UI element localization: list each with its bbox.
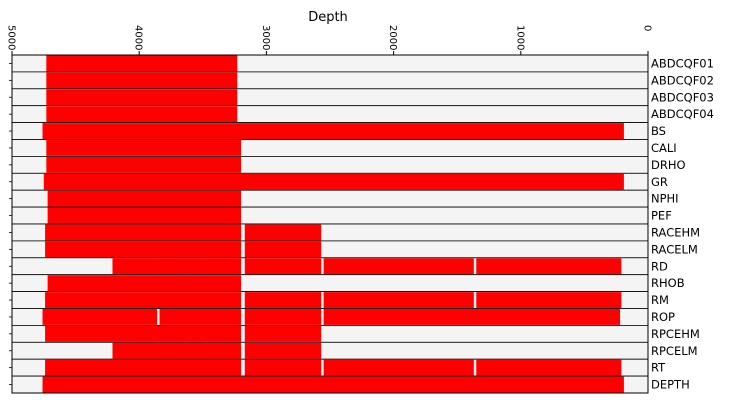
row-label: PEF: [651, 209, 672, 223]
coverage-segment: [323, 292, 474, 308]
x-tick-label: 1000: [514, 25, 525, 50]
row-label: BS: [651, 124, 666, 138]
coverage-segment: [113, 258, 130, 275]
coverage-segment: [186, 258, 206, 275]
row-gr: [9, 172, 649, 191]
row-label: ABDCQF03: [651, 90, 714, 104]
rows-layer: [9, 54, 649, 394]
coverage-segment: [131, 258, 158, 275]
row-label: RM: [651, 293, 669, 307]
coverage-segment: [46, 89, 238, 106]
coverage-segment: [476, 359, 622, 376]
row-label: ABDCQF02: [651, 73, 714, 87]
coverage-segment: [45, 241, 242, 258]
coverage-segment: [45, 224, 242, 241]
row-label: DRHO: [651, 158, 686, 172]
coverage-segment: [45, 292, 242, 308]
coverage-segment: [244, 241, 322, 258]
row-label: RD: [651, 259, 668, 273]
coverage-segment: [45, 359, 242, 376]
coverage-segment: [207, 258, 242, 275]
row-drho: [9, 155, 649, 174]
row-label: ABDCQF04: [651, 107, 714, 121]
row-label: RT: [651, 361, 666, 375]
row-rpcehm: [9, 324, 649, 343]
row-abdcqf03: [9, 88, 649, 107]
coverage-segment: [244, 224, 322, 241]
coverage-segment: [46, 140, 242, 156]
row-label: RPCELM: [651, 344, 698, 358]
row-racehm: [9, 223, 649, 242]
coverage-segment: [47, 190, 242, 207]
coverage-segment: [244, 258, 322, 275]
row-bs: [9, 122, 649, 140]
row-label: ROP: [651, 310, 675, 324]
coverage-segment: [244, 309, 322, 325]
coverage-segment: [45, 325, 242, 342]
row-labels: ABDCQF01 ABDCQF02 ABDCQF03 ABDCQF04 BS CALI DR…: [651, 56, 714, 391]
coverage-segment: [46, 55, 238, 72]
x-tick-label: 5000: [6, 25, 17, 50]
coverage-segment: [476, 292, 622, 308]
coverage-segment: [323, 309, 621, 325]
coverage-segment: [113, 342, 130, 359]
row-rm: [9, 291, 649, 309]
coverage-segment: [131, 342, 158, 359]
coverage-segment: [186, 342, 206, 359]
coverage-segment: [207, 342, 242, 359]
row-label: RACEHM: [651, 225, 700, 239]
coverage-segment: [46, 72, 238, 89]
coverage-segment: [46, 106, 238, 123]
row-depth: [9, 375, 649, 394]
coverage-segment: [244, 325, 322, 342]
x-axis: 5000 4000 3000 2000 1000 0: [6, 25, 653, 394]
coverage-segment: [323, 359, 474, 376]
row-abdcqf04: [9, 105, 649, 123]
row-label: RHOB: [651, 276, 685, 290]
x-tick-label: 2000: [387, 25, 398, 50]
coverage-segment: [159, 309, 242, 325]
coverage-segment: [159, 342, 184, 359]
row-background: [11, 341, 649, 360]
chart-title: Depth: [308, 10, 348, 25]
coverage-segment: [42, 376, 624, 393]
row-racelm: [9, 240, 649, 259]
coverage-segment: [244, 359, 322, 376]
row-label: RACELM: [651, 242, 698, 256]
row-rhob: [9, 274, 649, 293]
row-label: NPHI: [651, 192, 679, 206]
row-rop: [9, 308, 649, 326]
coverage-segment: [42, 123, 624, 139]
coverage-segment: [47, 275, 242, 292]
plot-frame: [11, 54, 649, 394]
coverage-segment: [159, 258, 184, 275]
coverage-segment: [46, 156, 242, 173]
row-label: CALI: [651, 141, 677, 155]
row-rd: [9, 257, 649, 276]
row-label: DEPTH: [651, 378, 690, 392]
row-rt: [9, 358, 649, 377]
x-tick-label: 3000: [260, 25, 271, 50]
coverage-segment: [323, 258, 474, 275]
coverage-segment: [42, 309, 158, 325]
coverage-segment: [244, 292, 322, 308]
row-abdcqf01: [9, 54, 649, 73]
coverage-segment: [244, 342, 322, 359]
row-cali: [9, 139, 649, 157]
row-label: GR: [651, 175, 668, 189]
row-rpcelm: [9, 341, 649, 360]
coverage-segment: [47, 207, 242, 224]
coverage-segment: [43, 173, 624, 190]
row-nphi: [9, 189, 649, 208]
row-abdcqf02: [9, 71, 649, 90]
x-tick-label: 4000: [133, 25, 144, 50]
row-pef: [9, 206, 649, 225]
x-tick-label: 0: [642, 25, 653, 31]
row-label: ABDCQF01: [651, 56, 714, 70]
row-label: RPCEHM: [651, 327, 700, 341]
coverage-segment: [476, 258, 622, 275]
